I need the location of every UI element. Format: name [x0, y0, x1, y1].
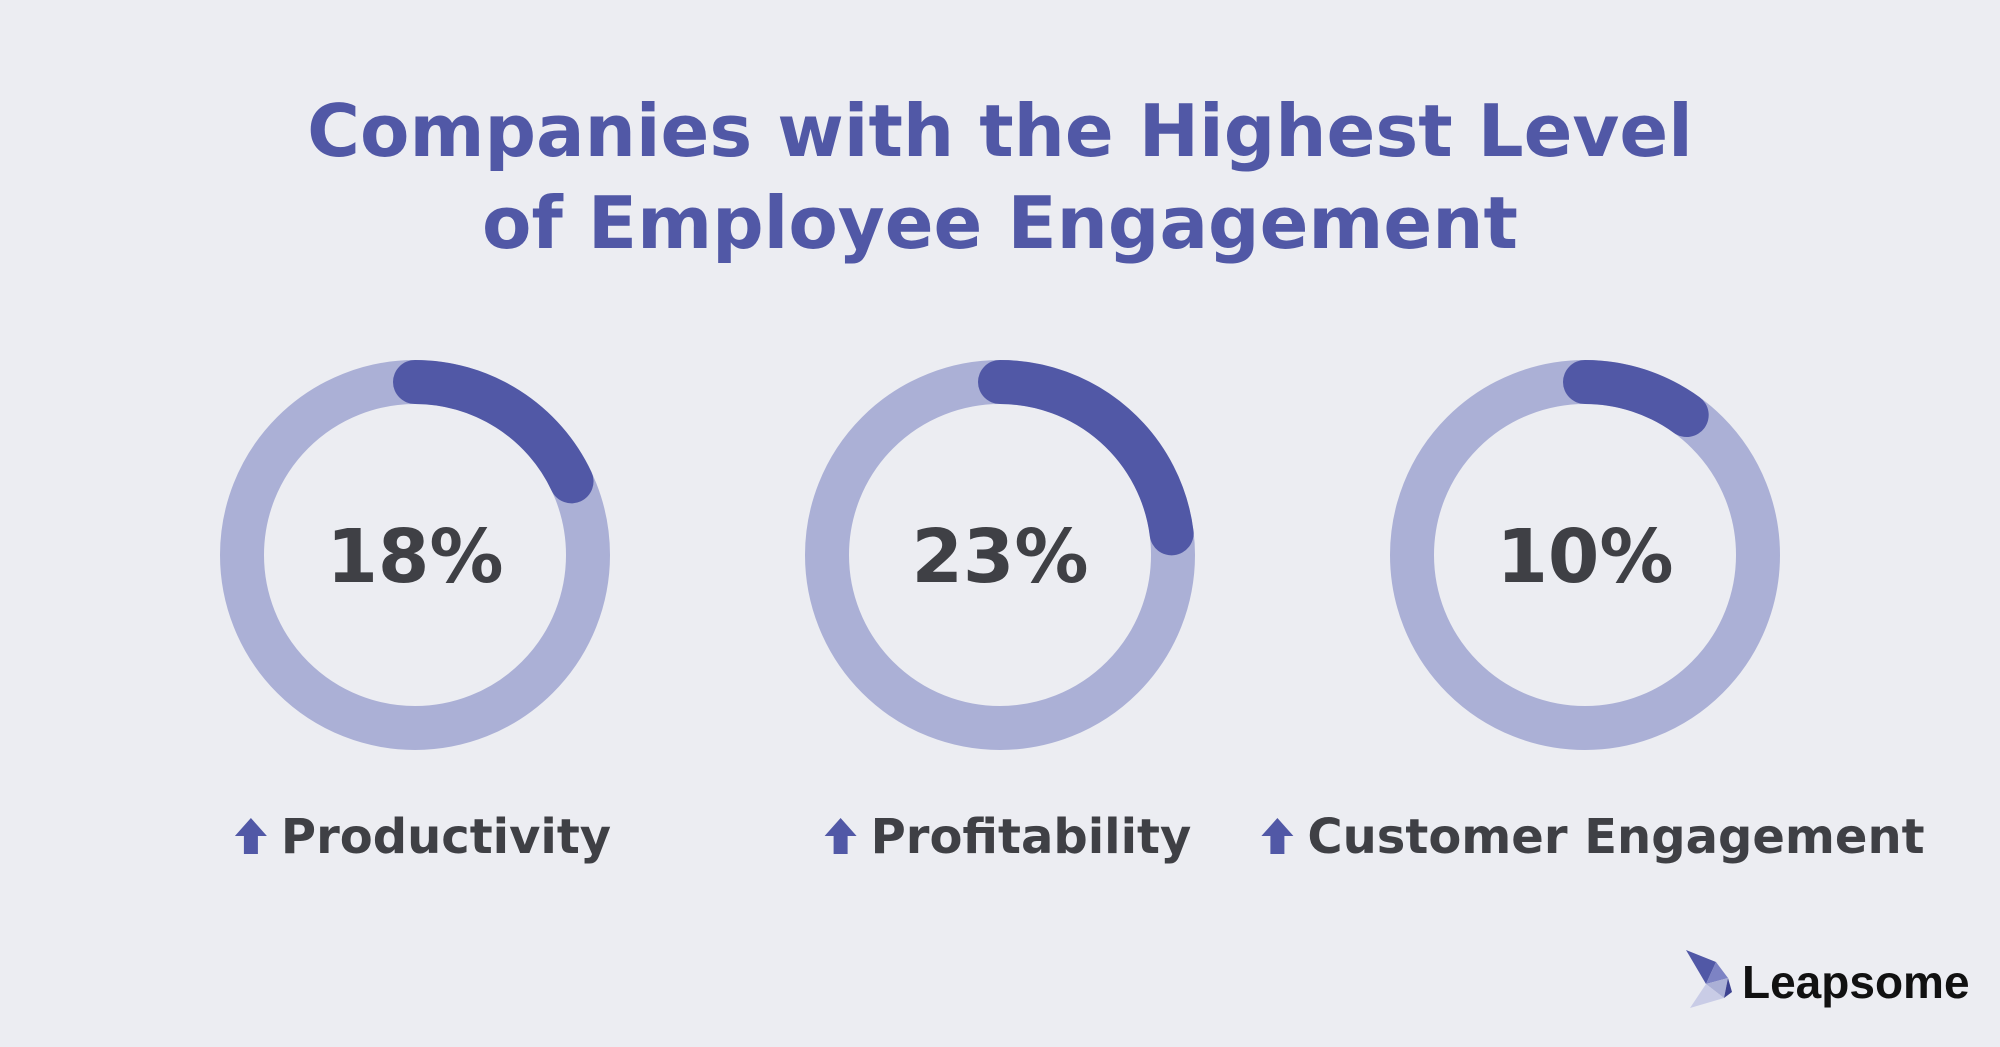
donut-charts: 18% Productivity 23% Profitability 10% Custom…: [220, 360, 1925, 865]
category-label-group: Productivity: [234, 809, 611, 865]
brand-logo: Leapsome: [1686, 950, 1970, 1008]
up-arrow-icon: [1261, 818, 1294, 854]
value-label: 10%: [1496, 514, 1673, 600]
category-label: Profitability: [871, 809, 1192, 865]
leapsome-bird-logo: [1686, 950, 1732, 1008]
chart-title-line-2: of Employee Engagement: [482, 181, 1518, 265]
category-label-group: Customer Engagement: [1261, 809, 1925, 865]
up-arrow-icon: [234, 818, 267, 854]
value-label: 18%: [326, 514, 503, 600]
category-label: Customer Engagement: [1307, 809, 1924, 865]
up-arrow-icon: [824, 818, 857, 854]
value-label: 23%: [911, 514, 1088, 600]
chart-title-line-1: Companies with the Highest Level: [307, 89, 1693, 173]
donut-value-arc: [393, 360, 594, 504]
donut-value-arc: [978, 360, 1194, 556]
category-label-group: Profitability: [824, 809, 1192, 865]
category-label: Productivity: [281, 809, 611, 865]
brand-name: Leapsome: [1742, 956, 1970, 1008]
donut-value-arc: [1563, 360, 1709, 438]
